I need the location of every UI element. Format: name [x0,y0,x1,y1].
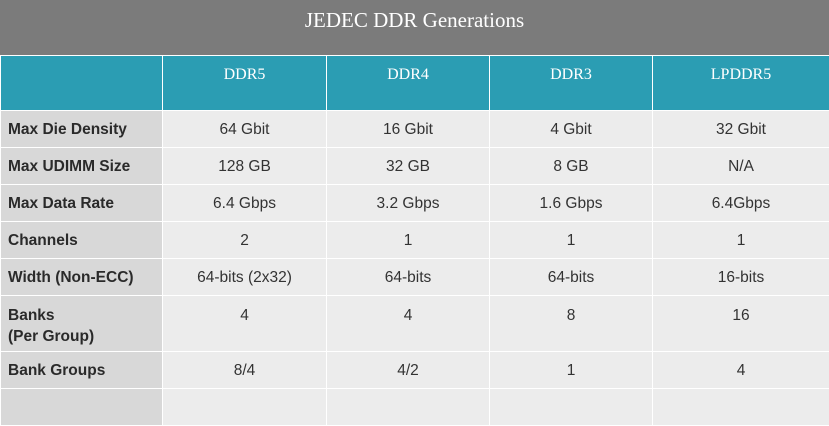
table-cell [653,389,829,426]
table-cell: 1 [653,222,829,259]
table-title: JEDEC DDR Generations [0,0,829,55]
table-cell: 32 Gbit [653,111,829,148]
row-label: Channels [1,222,163,259]
table-cell: 64 Gbit [163,111,327,148]
table-cell: 4 Gbit [490,111,653,148]
table-cell: 128 GB [163,148,327,185]
table-cell: N/A [653,148,829,185]
table-cell: 8 GB [490,148,653,185]
table-cell: 4 [327,296,490,352]
table-cell: 64-bits [327,259,490,296]
table-cell [490,389,653,426]
row-label: Banks (Per Group) [1,296,163,352]
corner-cell [1,56,163,111]
row-label: Max Die Density [1,111,163,148]
table-cell [163,389,327,426]
table-cell: 8 [490,296,653,352]
table-cell: 16 Gbit [327,111,490,148]
table-cell: 16-bits [653,259,829,296]
table-cell: 6.4Gbps [653,185,829,222]
table-cell [1,389,163,426]
row-label: Width (Non-ECC) [1,259,163,296]
table-cell: 1.6 Gbps [490,185,653,222]
column-header: DDR5 [163,56,327,111]
table-cell: 64-bits [490,259,653,296]
table-cell: 4 [163,296,327,352]
table-cell: 4/2 [327,352,490,389]
column-header: DDR3 [490,56,653,111]
table-cell: 1 [327,222,490,259]
table-cell [327,389,490,426]
table-cell: 32 GB [327,148,490,185]
table-cell: 8/4 [163,352,327,389]
table-cell: 3.2 Gbps [327,185,490,222]
row-label: Bank Groups [1,352,163,389]
table-cell: 1 [490,352,653,389]
row-label: Max UDIMM Size [1,148,163,185]
table-cell: 2 [163,222,327,259]
table-cell: 4 [653,352,829,389]
table-cell: 1 [490,222,653,259]
row-label: Max Data Rate [1,185,163,222]
column-header: LPDDR5 [653,56,829,111]
table-row [1,389,829,426]
table-cell: 16 [653,296,829,352]
table-cell: 6.4 Gbps [163,185,327,222]
table-cell: 64-bits (2x32) [163,259,327,296]
column-header: DDR4 [327,56,490,111]
